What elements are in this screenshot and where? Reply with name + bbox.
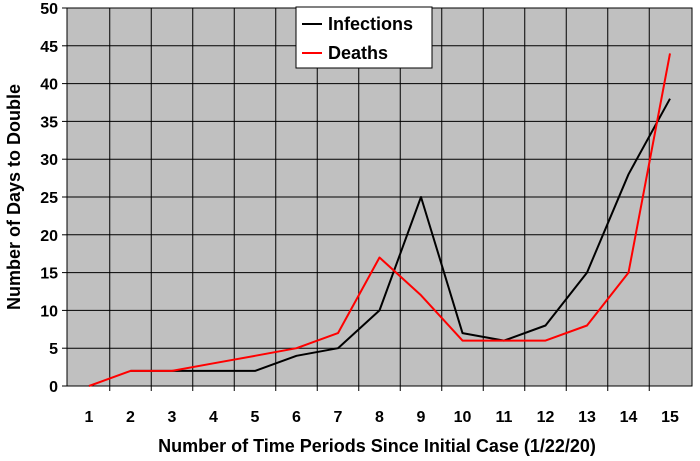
x-tick-label: 1 — [85, 409, 94, 426]
x-tick-label: 4 — [209, 409, 218, 426]
legend: Infections Deaths — [295, 6, 433, 69]
y-tick-label: 20 — [40, 228, 58, 245]
x-tick-label: 10 — [454, 409, 472, 426]
series-line-deaths — [88, 53, 671, 387]
y-tick-label: 5 — [49, 341, 58, 358]
y-tick-label: 35 — [40, 114, 58, 131]
legend-label-infections: Infections — [328, 14, 413, 34]
legend-label-deaths: Deaths — [328, 43, 388, 63]
y-tick-label: 45 — [40, 39, 58, 56]
grid-lines — [67, 8, 692, 386]
x-tick-label: 14 — [620, 409, 638, 426]
x-tick-label: 15 — [661, 409, 679, 426]
x-tick-label: 6 — [292, 409, 301, 426]
x-tick-label: 8 — [375, 409, 384, 426]
series-lines — [88, 53, 671, 387]
x-axis-title: Number of Time Periods Since Initial Cas… — [158, 436, 596, 456]
y-tick-label: 0 — [49, 379, 58, 396]
y-axis-title: Number of Days to Double — [4, 84, 24, 310]
y-tick-label: 40 — [40, 77, 58, 94]
x-tick-label: 9 — [417, 409, 426, 426]
x-tick-label: 12 — [537, 409, 555, 426]
x-tick-label: 11 — [496, 409, 513, 426]
x-tick-label: 5 — [251, 409, 260, 426]
x-tick-label: 7 — [334, 409, 343, 426]
series-line-infections — [130, 98, 671, 372]
y-tick-label: 15 — [40, 266, 58, 283]
x-axis-ticks: 1 2 3 4 5 6 7 8 9 10 11 12 13 14 15 — [85, 386, 679, 426]
x-tick-label: 13 — [578, 409, 596, 426]
legend-box — [295, 6, 433, 69]
y-tick-label: 30 — [40, 152, 58, 169]
y-tick-label: 25 — [40, 190, 58, 207]
y-tick-label: 50 — [40, 1, 58, 18]
y-axis-ticks: 0 5 10 15 20 25 30 35 40 45 50 — [40, 1, 67, 396]
x-tick-label: 3 — [168, 409, 177, 426]
y-tick-label: 10 — [40, 303, 58, 320]
x-tick-label: 2 — [126, 409, 135, 426]
